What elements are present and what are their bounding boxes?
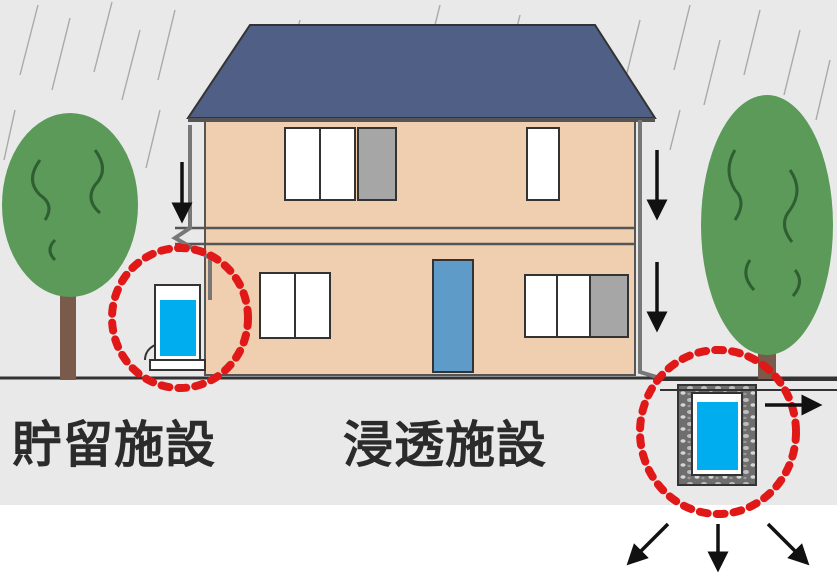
window-lower-left xyxy=(259,272,331,339)
seepage-arrow xyxy=(766,522,810,566)
house xyxy=(171,24,661,380)
flow-arrows xyxy=(171,150,823,572)
storage-water xyxy=(160,300,196,356)
house-door xyxy=(432,259,474,373)
storage-highlight-circle xyxy=(108,244,252,392)
storage-facility-label: 貯留施設 xyxy=(12,416,216,474)
window-upper-right xyxy=(526,127,560,201)
infiltration-pit xyxy=(660,379,837,486)
window-lower-right xyxy=(524,274,629,338)
infiltration-facility-label: 浸透施設 xyxy=(343,416,547,474)
downpipe-left xyxy=(171,125,212,300)
tree-left xyxy=(2,113,138,380)
tree-right xyxy=(701,95,833,380)
storage-tank xyxy=(144,284,206,371)
seepage-arrow xyxy=(626,522,670,566)
window-upper-left xyxy=(284,127,397,201)
tree-foliage xyxy=(701,95,833,355)
infiltration-highlight-circle xyxy=(636,346,800,518)
house-roof xyxy=(186,24,657,119)
lower-white-area xyxy=(0,505,837,572)
tree-trunk xyxy=(60,275,76,380)
downpipe-right xyxy=(638,120,661,380)
infiltration-water xyxy=(697,402,738,470)
tree-foliage xyxy=(2,113,138,297)
